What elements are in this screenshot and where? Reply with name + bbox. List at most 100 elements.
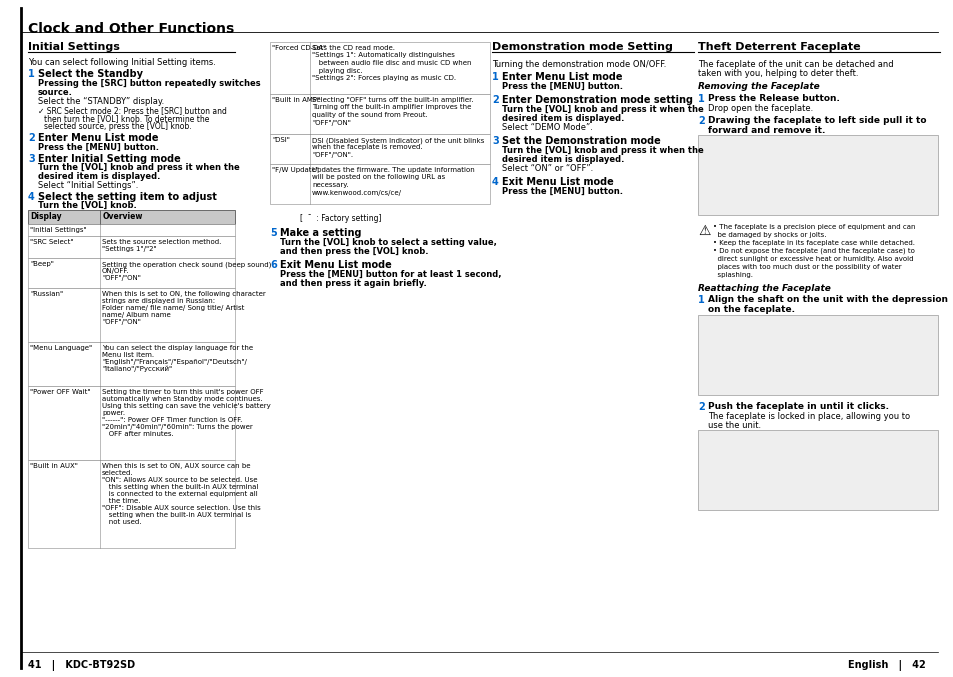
Text: this setting when the built-in AUX terminal: this setting when the built-in AUX termi…: [102, 484, 258, 490]
Text: • Keep the faceplate in its faceplate case while detached.: • Keep the faceplate in its faceplate ca…: [712, 240, 914, 246]
Text: automatically when Standby mode continues.: automatically when Standby mode continue…: [102, 396, 262, 402]
Text: You can select the display language for the: You can select the display language for …: [102, 345, 253, 351]
Text: "------": Power OFF Timer function is OFF.: "------": Power OFF Timer function is OF…: [102, 417, 242, 423]
Text: Select “DEMO Mode”.: Select “DEMO Mode”.: [501, 123, 592, 132]
Text: Sets the CD read mode.: Sets the CD read mode.: [312, 45, 395, 51]
Text: selected source, press the [VOL] knob.: selected source, press the [VOL] knob.: [44, 122, 192, 131]
Text: splashing.: splashing.: [712, 272, 752, 278]
Text: source.: source.: [38, 88, 72, 97]
Text: is connected to the external equipment all: is connected to the external equipment a…: [102, 491, 257, 497]
Bar: [28, 258, 234, 288]
Text: Exit Menu List mode: Exit Menu List mode: [501, 177, 613, 187]
Text: Select “ON” or “OFF”.: Select “ON” or “OFF”.: [501, 164, 593, 173]
Text: Overview: Overview: [103, 212, 143, 221]
Text: be damaged by shocks or jolts.: be damaged by shocks or jolts.: [712, 232, 825, 238]
Text: necessary.: necessary.: [312, 182, 348, 188]
Text: Demonstration mode Setting: Demonstration mode Setting: [492, 42, 672, 52]
Bar: [270, 164, 490, 204]
Text: 1: 1: [698, 94, 704, 104]
Text: Setting the timer to turn this unit's power OFF: Setting the timer to turn this unit's po…: [102, 389, 263, 395]
Text: Display: Display: [30, 212, 62, 221]
Text: "DSI": "DSI": [272, 137, 290, 143]
Text: Removing the Faceplate: Removing the Faceplate: [698, 82, 819, 91]
Text: Sets the source selection method.: Sets the source selection method.: [102, 239, 221, 245]
Text: 2: 2: [698, 116, 704, 126]
Text: "OFF"/"ON": "OFF"/"ON": [102, 275, 141, 281]
Bar: [270, 42, 490, 94]
Text: ON/OFF.: ON/OFF.: [102, 268, 130, 274]
Text: taken with you, helping to deter theft.: taken with you, helping to deter theft.: [698, 69, 858, 78]
Text: forward and remove it.: forward and remove it.: [707, 126, 824, 135]
Text: Turning off the built-in amplifier improves the: Turning off the built-in amplifier impro…: [312, 104, 471, 110]
Bar: [698, 430, 937, 510]
Text: "English"/"Français"/"Español"/"Deutsch"/: "English"/"Français"/"Español"/"Deutsch"…: [102, 359, 247, 365]
Text: between audio file disc and music CD when: between audio file disc and music CD whe…: [312, 60, 471, 66]
Bar: [28, 288, 234, 342]
Text: Enter Initial Setting mode: Enter Initial Setting mode: [38, 154, 180, 164]
Bar: [270, 134, 490, 164]
Bar: [28, 342, 234, 386]
Text: "OFF": Disable AUX source selection. Use this: "OFF": Disable AUX source selection. Use…: [102, 505, 260, 511]
Text: 2: 2: [698, 402, 704, 412]
Text: desired item is displayed.: desired item is displayed.: [38, 172, 160, 181]
Text: You can select following Initial Setting items.: You can select following Initial Setting…: [28, 58, 215, 67]
Text: 6: 6: [270, 260, 276, 270]
Text: name/ Album name: name/ Album name: [102, 312, 171, 318]
Text: power.: power.: [102, 410, 125, 416]
Text: "Initial Settings": "Initial Settings": [30, 227, 87, 233]
Text: www.kenwood.com/cs/ce/: www.kenwood.com/cs/ce/: [312, 190, 401, 196]
Text: "Beep": "Beep": [30, 261, 53, 267]
Text: Updates the firmware. The update information: Updates the firmware. The update informa…: [312, 167, 475, 173]
Text: Menu list item.: Menu list item.: [102, 352, 154, 358]
Text: When this is set to ON, the following character: When this is set to ON, the following ch…: [102, 291, 266, 297]
Text: 1: 1: [698, 295, 704, 305]
Text: 2: 2: [492, 95, 498, 105]
Text: When this is set to ON, AUX source can be: When this is set to ON, AUX source can b…: [102, 463, 251, 469]
Text: "Built in AUX": "Built in AUX": [30, 463, 78, 469]
Text: Enter Menu List mode: Enter Menu List mode: [38, 133, 158, 143]
Text: desired item is displayed.: desired item is displayed.: [501, 114, 623, 123]
Text: The faceplate is locked in place, allowing you to: The faceplate is locked in place, allowi…: [707, 412, 909, 421]
Text: will be posted on the following URL as: will be posted on the following URL as: [312, 175, 445, 181]
Text: "Built in AMP": "Built in AMP": [272, 97, 320, 103]
Text: Pressing the [SRC] button repeatedly switches: Pressing the [SRC] button repeatedly swi…: [38, 79, 260, 88]
Text: Turn the [VOL] knob and press it when the: Turn the [VOL] knob and press it when th…: [501, 146, 703, 155]
Text: Select the “STANDBY” display.: Select the “STANDBY” display.: [38, 97, 164, 106]
Text: OFF after minutes.: OFF after minutes.: [102, 431, 173, 437]
Text: • Do not expose the faceplate (and the faceplate case) to: • Do not expose the faceplate (and the f…: [712, 248, 914, 255]
Text: 3: 3: [492, 136, 498, 146]
Text: 1: 1: [28, 69, 34, 79]
Text: "Settings 1": Automatically distinguishes: "Settings 1": Automatically distinguishe…: [312, 53, 455, 58]
Text: Enter Menu List mode: Enter Menu List mode: [501, 72, 622, 82]
Text: "OFF"/"ON".: "OFF"/"ON".: [312, 152, 353, 158]
Text: 2: 2: [28, 133, 34, 143]
Text: Select the Standby: Select the Standby: [38, 69, 143, 79]
Text: ⚠: ⚠: [698, 224, 710, 238]
Text: the time.: the time.: [102, 498, 140, 504]
Bar: [28, 236, 234, 258]
Text: Press the [MENU] button.: Press the [MENU] button.: [501, 82, 622, 91]
Text: Press the [MENU] button for at least 1 second,: Press the [MENU] button for at least 1 s…: [280, 270, 501, 279]
Text: desired item is displayed.: desired item is displayed.: [501, 155, 623, 164]
Text: Theft Deterrent Faceplate: Theft Deterrent Faceplate: [698, 42, 860, 52]
Text: direct sunlight or excessive heat or humidity. Also avoid: direct sunlight or excessive heat or hum…: [712, 256, 913, 262]
Text: Select “Initial Settings”.: Select “Initial Settings”.: [38, 181, 138, 190]
Text: "Settings 1"/"2": "Settings 1"/"2": [102, 246, 156, 252]
Text: "ON": Allows AUX source to be selected. Use: "ON": Allows AUX source to be selected. …: [102, 477, 257, 483]
Text: "20min"/"40min"/"60min": Turns the power: "20min"/"40min"/"60min": Turns the power: [102, 424, 253, 430]
Text: DSI (Disabled System Indicator) of the unit blinks: DSI (Disabled System Indicator) of the u…: [312, 137, 484, 144]
Text: and then press the [VOL] knob.: and then press the [VOL] knob.: [280, 247, 428, 256]
Bar: [28, 460, 234, 548]
Text: on the faceplate.: on the faceplate.: [707, 305, 794, 314]
Text: "Forced CD-DA": "Forced CD-DA": [272, 45, 326, 51]
Text: Turning the demonstration mode ON/OFF.: Turning the demonstration mode ON/OFF.: [492, 60, 666, 69]
Text: 41   |   KDC-BT92SD: 41 | KDC-BT92SD: [28, 660, 135, 671]
Text: "Menu Language": "Menu Language": [30, 345, 92, 351]
Text: 5: 5: [270, 228, 276, 238]
Text: Turn the [VOL] knob and press it when the: Turn the [VOL] knob and press it when th…: [501, 105, 703, 114]
Text: Exit Menu List mode: Exit Menu List mode: [280, 260, 392, 270]
Text: Press the Release button.: Press the Release button.: [707, 94, 839, 103]
Text: quality of the sound from Preout.: quality of the sound from Preout.: [312, 112, 427, 118]
Text: Selecting "OFF" turns off the built-in amplifier.: Selecting "OFF" turns off the built-in a…: [312, 97, 473, 103]
Text: when the faceplate is removed.: when the faceplate is removed.: [312, 144, 422, 150]
